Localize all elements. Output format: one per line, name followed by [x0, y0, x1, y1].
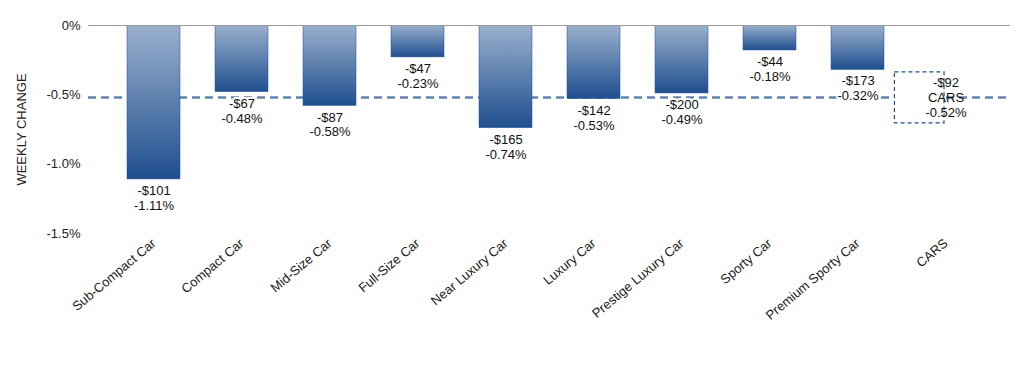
svg-text:-$101-1.11%: -$101-1.11% — [134, 183, 175, 213]
svg-text:Sporty Car: Sporty Car — [717, 235, 775, 287]
svg-text:Compact Car: Compact Car — [178, 235, 247, 296]
svg-text:WEEKLY CHANGE: WEEKLY CHANGE — [14, 73, 29, 186]
svg-text:Mid-Size Car: Mid-Size Car — [267, 235, 335, 295]
svg-text:Luxury Car: Luxury Car — [540, 235, 599, 288]
svg-text:Near Luxury Car: Near Luxury Car — [428, 235, 511, 308]
svg-text:-$165-0.74%: -$165-0.74% — [485, 132, 527, 162]
svg-text:-$200-0.49%: -$200-0.49% — [661, 97, 703, 127]
svg-text:-0.5%: -0.5% — [47, 87, 81, 102]
svg-text:-$173-0.32%: -$173-0.32% — [837, 73, 879, 103]
svg-text:0%: 0% — [62, 18, 81, 33]
svg-text:CARS: CARS — [913, 235, 951, 270]
svg-text:-$47-0.23%: -$47-0.23% — [397, 61, 439, 91]
svg-text:Sub-Compact Car: Sub-Compact Car — [69, 235, 159, 314]
svg-text:-$67-0.48%: -$67-0.48% — [221, 96, 263, 126]
svg-text:-1.5%: -1.5% — [47, 226, 81, 241]
svg-text:-$142-0.53%: -$142-0.53% — [573, 103, 615, 133]
svg-text:Full-Size Car: Full-Size Car — [355, 235, 423, 295]
svg-text:Premium Sporty Car: Premium Sporty Car — [763, 235, 863, 323]
svg-text:Prestige Luxury Car: Prestige Luxury Car — [589, 235, 687, 321]
svg-text:-$44-0.18%: -$44-0.18% — [749, 54, 791, 84]
svg-text:-$92CARS-0.52%: -$92CARS-0.52% — [925, 75, 967, 120]
svg-text:-$87-0.58%: -$87-0.58% — [309, 110, 351, 140]
svg-text:-1.0%: -1.0% — [47, 156, 81, 171]
